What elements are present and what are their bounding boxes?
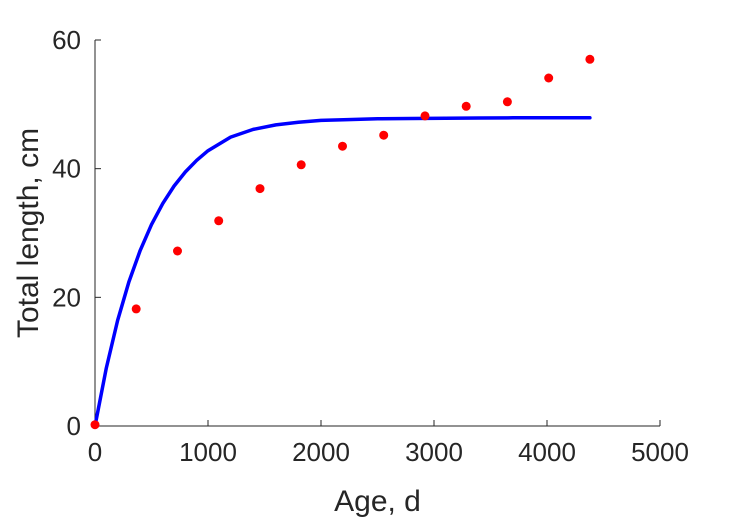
data-point	[255, 184, 265, 194]
data-point	[296, 160, 306, 170]
x-tick-label: 1000	[179, 437, 237, 467]
data-point	[420, 111, 430, 121]
x-tick-label: 5000	[631, 437, 689, 467]
data-point	[90, 420, 100, 430]
observed-points	[90, 54, 595, 430]
data-point	[173, 246, 182, 256]
x-tick-label: 3000	[405, 437, 463, 467]
data-point	[502, 97, 512, 107]
fitted-growth-curve	[93, 116, 592, 428]
y-tick-label: 60	[52, 25, 81, 55]
x-tick-label: 2000	[292, 437, 350, 467]
y-tick-label: 20	[52, 282, 81, 312]
x-ticks: 0 1000 2000 3000 4000 5000	[88, 420, 689, 467]
data-point	[214, 216, 224, 226]
data-point	[461, 101, 471, 111]
x-axis-title: Age, d	[334, 485, 421, 518]
y-ticks: 0 20 40 60	[52, 25, 101, 441]
data-point	[131, 304, 141, 314]
y-tick-label: 0	[67, 411, 81, 441]
y-axis-title: Total length, cm	[12, 128, 45, 338]
data-point	[338, 141, 347, 151]
data-point	[379, 130, 389, 140]
axes	[94, 40, 660, 427]
y-tick-label: 40	[52, 154, 81, 184]
plot-area	[90, 54, 595, 430]
data-point	[544, 73, 554, 83]
x-tick-label: 4000	[518, 437, 576, 467]
x-tick-label: 0	[88, 437, 102, 467]
data-point	[585, 54, 595, 64]
